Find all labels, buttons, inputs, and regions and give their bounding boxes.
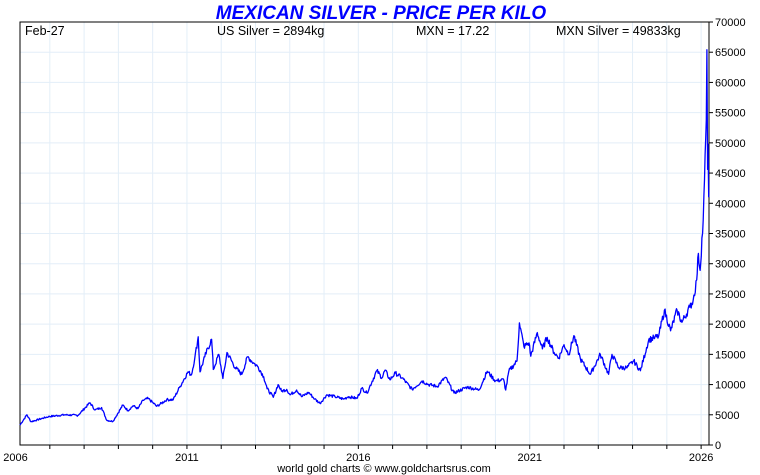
y-tick-label: 5000 <box>715 410 739 422</box>
footer-credit: world gold charts © www.goldchartsrus.co… <box>276 463 491 475</box>
x-tick-label: 2026 <box>689 452 713 464</box>
gridlines <box>20 22 709 445</box>
y-tick-label: 45000 <box>715 168 746 180</box>
header-us-silver: US Silver = 2894kg <box>217 24 324 38</box>
y-tick-label: 60000 <box>715 77 746 89</box>
x-axis-labels: 2006 2011 2016 2021 2026 <box>3 452 713 464</box>
header-date: Feb-27 <box>25 24 65 38</box>
y-tick-label: 20000 <box>715 319 746 331</box>
y-tick-label: 40000 <box>715 198 746 210</box>
x-tick-label: 2006 <box>3 452 27 464</box>
chart-title: MEXICAN SILVER - PRICE PER KILO <box>216 3 547 24</box>
x-tick-label: 2016 <box>346 452 370 464</box>
axis-ticks <box>49 21 713 449</box>
y-tick-label: 70000 <box>715 17 746 29</box>
series-line-mxn-silver <box>19 49 710 426</box>
y-tick-label: 65000 <box>715 47 746 59</box>
y-tick-label: 35000 <box>715 229 746 241</box>
y-tick-label: 0 <box>715 440 721 452</box>
y-tick-label: 25000 <box>715 289 746 301</box>
y-tick-label: 10000 <box>715 380 746 392</box>
y-axis-labels: 0 5000 10000 15000 20000 25000 30000 35000 40000… <box>715 17 746 452</box>
y-tick-label: 15000 <box>715 349 746 361</box>
header-mxn-silver: MXN Silver = 49833kg <box>556 24 681 38</box>
y-tick-label: 50000 <box>715 138 746 150</box>
x-tick-label: 2011 <box>175 452 199 464</box>
x-tick-label: 2021 <box>517 452 541 464</box>
header-mxn-rate: MXN = 17.22 <box>416 24 489 38</box>
y-tick-label: 55000 <box>715 108 746 120</box>
y-tick-label: 30000 <box>715 259 746 271</box>
